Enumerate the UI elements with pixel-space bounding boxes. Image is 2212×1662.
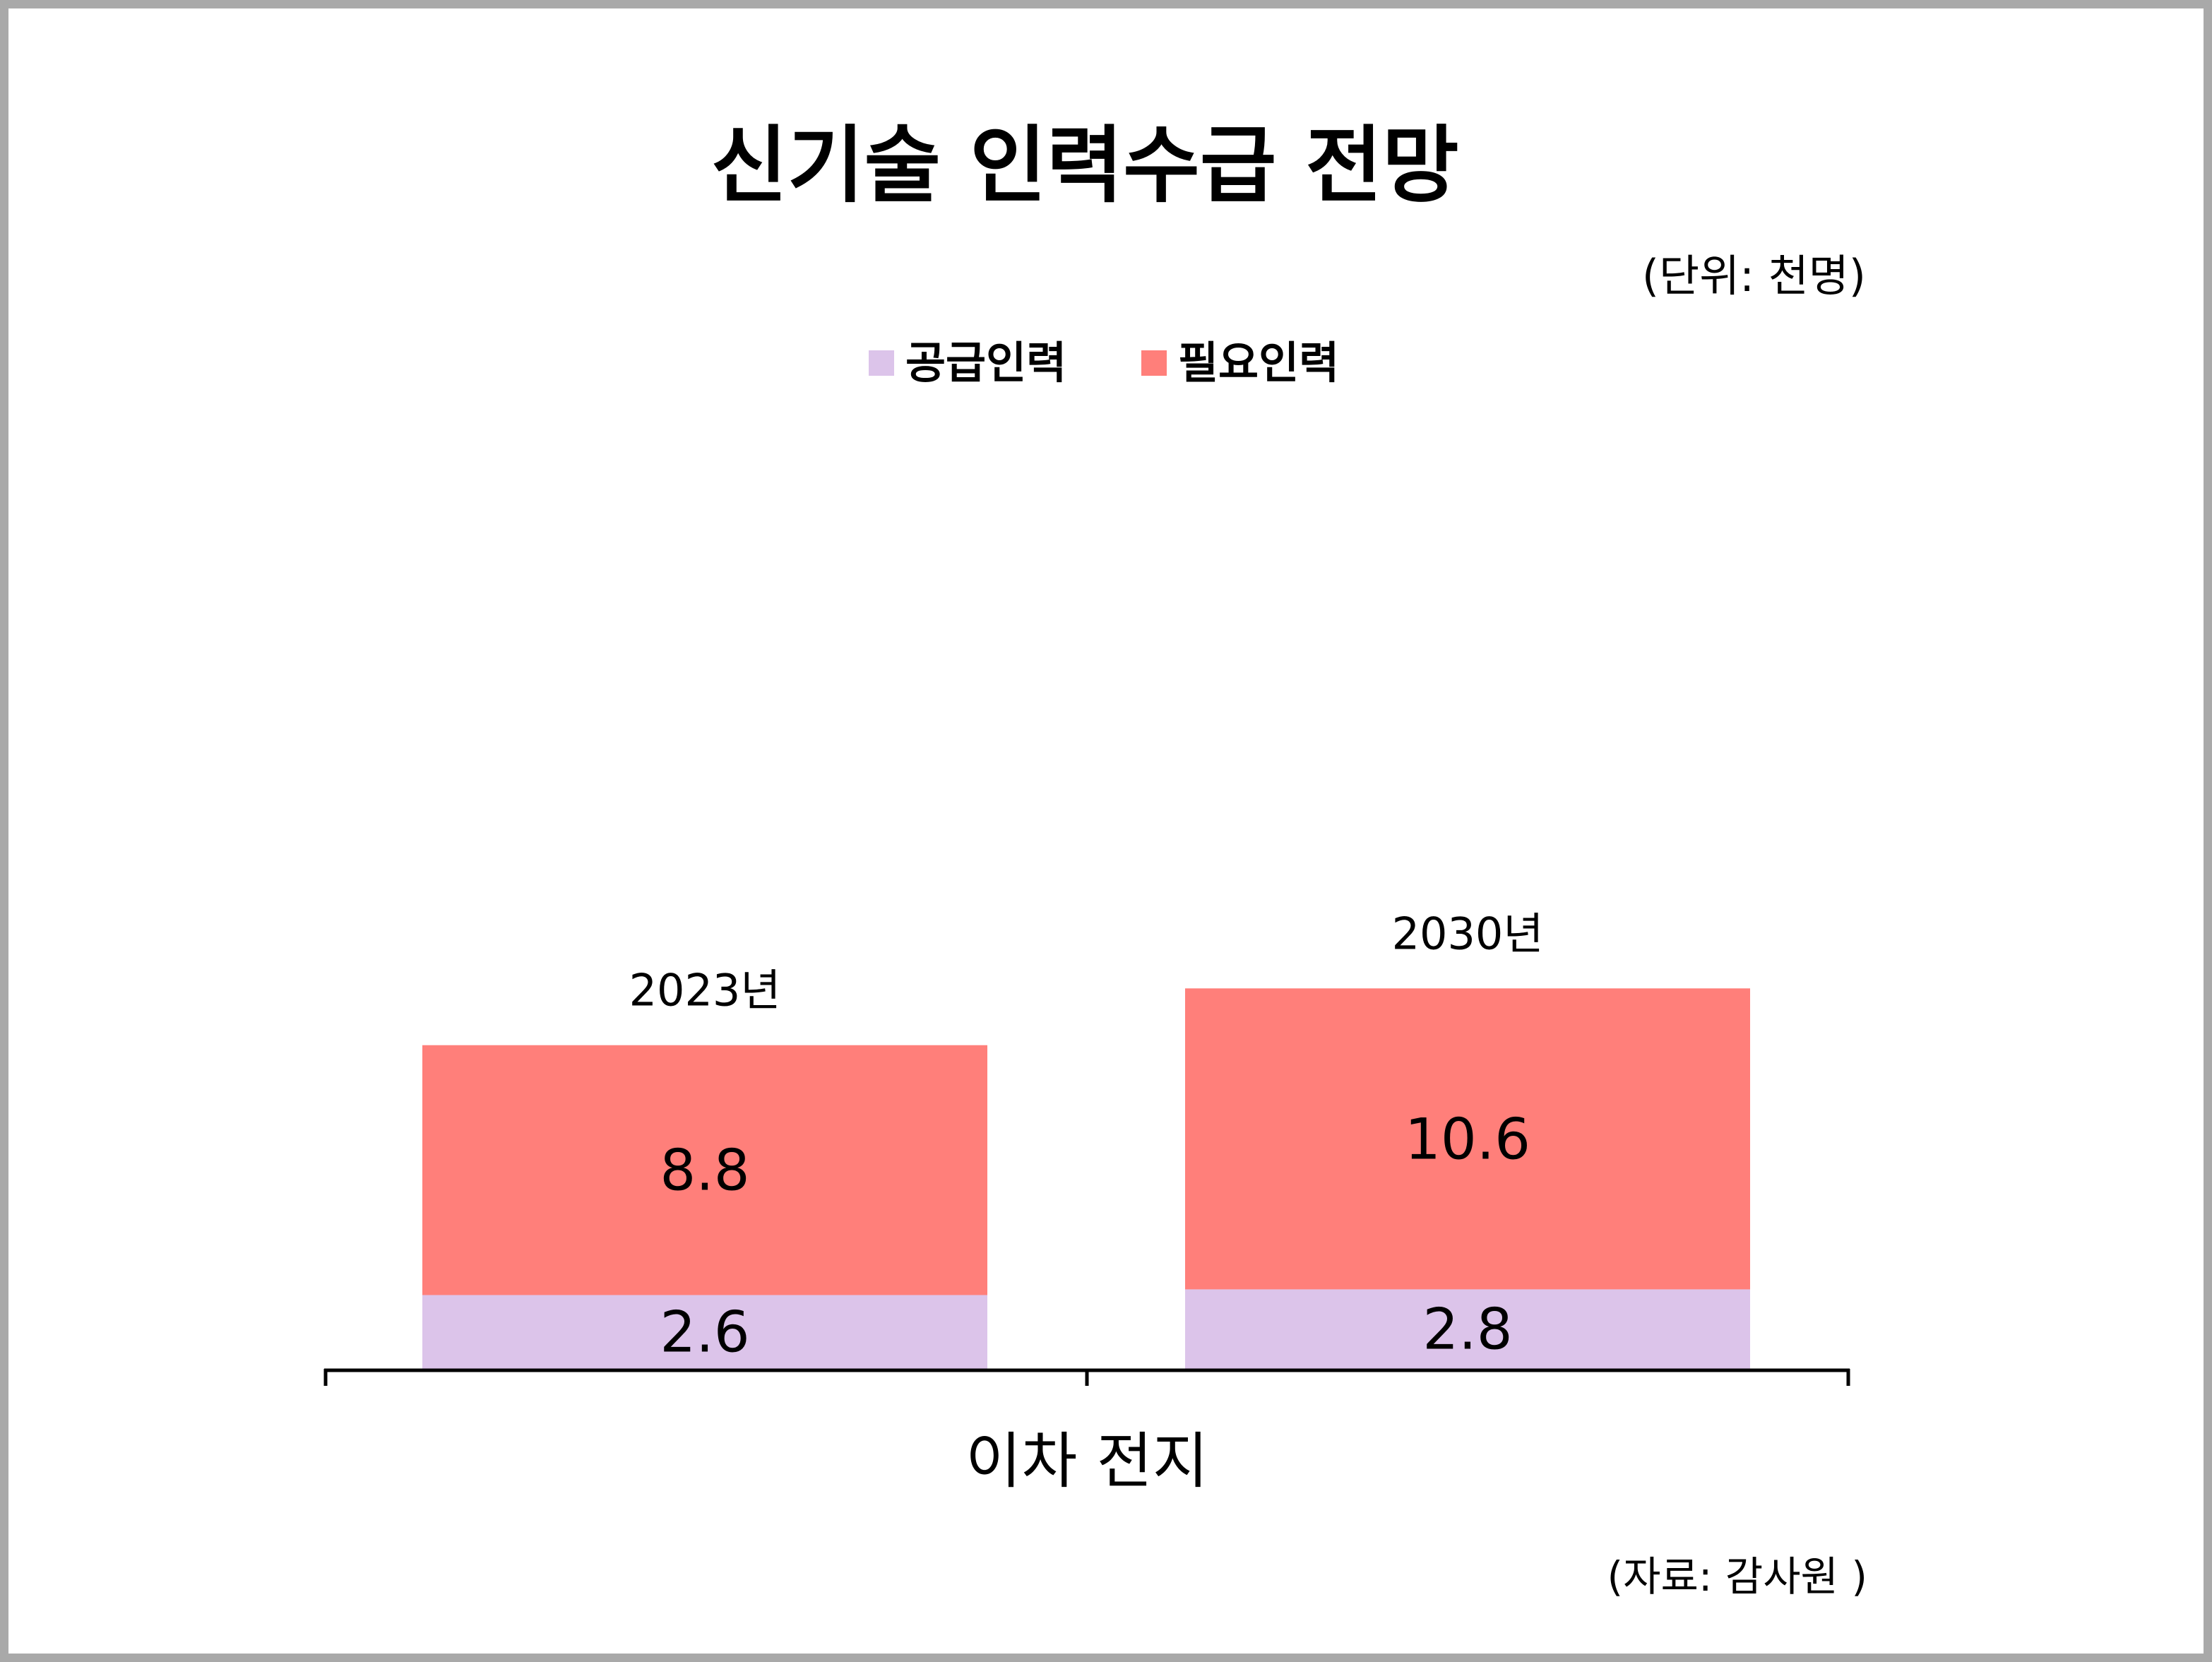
x-axis-label: 이차 전지: [965, 1426, 1208, 1497]
legend-label-demand: 필요인력: [1178, 337, 1339, 388]
bar-supply-0: [422, 1295, 987, 1369]
data-label-demand-1: 10.6: [1405, 1106, 1530, 1172]
bar-demand-0: [422, 1045, 987, 1295]
source-note: (자료: 감사원 ): [1607, 1553, 1867, 1601]
legend-swatch-demand: [1141, 350, 1167, 376]
bar-supply-1: [1185, 1289, 1750, 1369]
legend-swatch-supply: [869, 350, 894, 376]
unit-label: (단위: 천명): [1642, 250, 1866, 302]
legend-label-supply: 공급인력: [905, 337, 1066, 388]
category-label-1: 2030년: [1392, 908, 1544, 959]
chart-title: 신기술 인력수급 전망: [710, 117, 1458, 214]
category-label-0: 2023년: [629, 965, 781, 1016]
legend: 공급인력 필요인력: [869, 337, 1339, 388]
bars-group: 2.6 8.8 2023년 2.8 10.6 2030년: [422, 908, 1750, 1369]
data-label-supply-0: 2.6: [660, 1300, 749, 1365]
x-axis: 이차 전지: [323, 1368, 1850, 1497]
data-label-supply-1: 2.8: [1422, 1297, 1512, 1363]
data-label-demand-0: 8.8: [660, 1138, 749, 1204]
bar-demand-1: [1185, 988, 1750, 1290]
